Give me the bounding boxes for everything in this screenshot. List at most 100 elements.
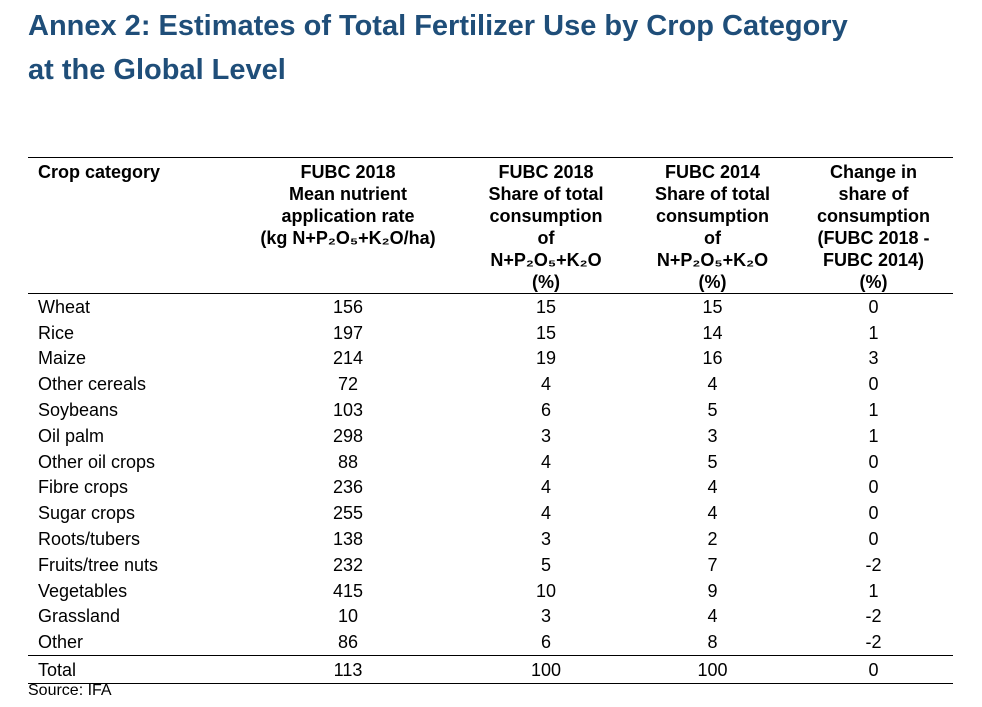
page-title: Annex 2: Estimates of Total Fertilizer U… — [28, 4, 958, 92]
cell-rate: 138 — [332, 529, 364, 550]
cell-share-2014: 5 — [707, 400, 718, 421]
cell-share-2018: 6 — [540, 632, 551, 653]
cell-rate: 197 — [332, 322, 364, 343]
cell-crop: Other — [38, 632, 84, 653]
cell-share-2018: 4 — [540, 374, 551, 395]
cell-crop: Other cereals — [38, 374, 147, 395]
cell-share-2018: 4 — [540, 451, 551, 472]
table-row: Other cereals 72 4 4 0 — [28, 371, 953, 397]
cell-share-2014: 8 — [707, 632, 718, 653]
table-row: Other 86 6 8 -2 — [28, 629, 953, 655]
cell-crop: Wheat — [38, 296, 91, 317]
table-row: Wheat 156 15 15 0 — [28, 294, 953, 320]
header-rate-2018: FUBC 2018 Mean nutrient application rate… — [235, 158, 461, 294]
cell-rate: 72 — [337, 374, 359, 395]
header-line: consumption — [656, 206, 769, 226]
table-row: Other oil crops 88 4 5 0 — [28, 449, 953, 475]
header-line: Share of total — [488, 184, 604, 204]
cell-share-2014: 5 — [707, 451, 718, 472]
cell-rate: 232 — [332, 554, 364, 575]
table-row: Rice 197 15 14 1 — [28, 320, 953, 346]
table-row: Oil palm 298 3 3 1 — [28, 423, 953, 449]
cell-share-2018: 4 — [540, 503, 551, 524]
table-header-row: Crop category FUBC 2018 Mean nutrient ap… — [28, 157, 953, 294]
cell-share-2018: 3 — [540, 425, 551, 446]
cell-crop: Oil palm — [38, 425, 105, 446]
cell-change: 0 — [868, 477, 879, 498]
cell-crop: Vegetables — [38, 580, 128, 601]
header-line: N+P₂O₅+K₂O — [656, 250, 769, 270]
cell-share-2018: 15 — [535, 322, 557, 343]
cell-share-2014: 14 — [702, 322, 723, 343]
cell-change: -2 — [865, 606, 882, 627]
cell-change: 1 — [868, 400, 879, 421]
cell-share-2018: 3 — [540, 529, 551, 550]
cell-crop: Grassland — [38, 606, 121, 627]
header-line: consumption — [817, 206, 930, 226]
cell-change: -2 — [865, 632, 882, 653]
header-line: Change in — [829, 162, 917, 182]
table-row: Soybeans 103 6 5 1 — [28, 397, 953, 423]
header-line: FUBC 2014) — [822, 250, 925, 270]
cell-rate: 415 — [332, 580, 364, 601]
cell-change: 0 — [868, 529, 879, 550]
cell-crop: Fruits/tree nuts — [38, 554, 159, 575]
cell-share-2014: 4 — [707, 503, 718, 524]
title-line-1: Annex 2: Estimates of Total Fertilizer U… — [28, 10, 848, 42]
cell-share-2014: 9 — [707, 580, 718, 601]
cell-change: 0 — [868, 296, 879, 317]
cell-share-2018: 5 — [540, 554, 551, 575]
cell-crop: Maize — [38, 348, 87, 369]
cell-share-2018: 19 — [535, 348, 557, 369]
cell-share-2014: 4 — [707, 374, 718, 395]
cell-share-2014: 4 — [707, 477, 718, 498]
header-change: Change in share of consumption (FUBC 201… — [794, 158, 953, 294]
cell-rate: 236 — [332, 477, 364, 498]
cell-change: 1 — [868, 425, 879, 446]
cell-share-2014: 7 — [707, 554, 718, 575]
header-line: N+P₂O₅+K₂O — [490, 250, 602, 270]
cell-change: 0 — [868, 503, 879, 524]
cell-crop: Roots/tubers — [38, 529, 141, 550]
header-line: application rate — [281, 206, 415, 226]
cell-share-2014: 16 — [702, 348, 723, 369]
header-line: (%) — [859, 272, 888, 292]
header-line: share of — [838, 184, 909, 204]
header-line: FUBC 2018 — [498, 162, 594, 182]
header-line: FUBC 2018 — [300, 162, 396, 182]
cell-crop: Rice — [38, 322, 75, 343]
cell-share-2014: 15 — [702, 296, 723, 317]
title-line-2: at the Global Level — [28, 54, 286, 86]
header-line: Mean nutrient — [288, 184, 407, 204]
cell-share-2018: 4 — [540, 477, 551, 498]
cell-rate: 298 — [332, 425, 364, 446]
cell-share-2014: 4 — [707, 606, 718, 627]
cell-rate: 255 — [332, 503, 364, 524]
table-row: Sugar crops 255 4 4 0 — [28, 500, 953, 526]
cell-share-2018: 100 — [530, 659, 562, 680]
source-note: Source: IFA — [28, 682, 112, 699]
cell-change: 0 — [868, 451, 879, 472]
cell-share-2018: 10 — [535, 580, 557, 601]
header-share-2018: FUBC 2018 Share of total consumption of … — [461, 158, 631, 294]
cell-share-2014: 2 — [707, 529, 718, 550]
cell-rate: 10 — [337, 606, 359, 627]
header-line: consumption — [489, 206, 603, 226]
header-line: (%) — [532, 272, 560, 292]
cell-share-2014: 3 — [707, 425, 718, 446]
cell-share-2018: 15 — [535, 296, 557, 317]
header-share-2014: FUBC 2014 Share of total consumption of … — [631, 158, 794, 294]
cell-change: 0 — [868, 374, 879, 395]
table-row: Fibre crops 236 4 4 0 — [28, 475, 953, 501]
cell-crop: Total — [38, 659, 77, 680]
table-total-row: Total 113 100 100 0 — [28, 655, 953, 684]
cell-crop: Fibre crops — [38, 477, 129, 498]
cell-change: 0 — [868, 659, 879, 680]
header-line: (FUBC 2018 - — [817, 228, 930, 248]
cell-crop: Other oil crops — [38, 451, 156, 472]
fertilizer-table: Crop category FUBC 2018 Mean nutrient ap… — [28, 157, 953, 684]
table-row: Maize 214 19 16 3 — [28, 346, 953, 372]
cell-rate: 86 — [337, 632, 359, 653]
header-line: Share of total — [654, 184, 770, 204]
header-line: (kg N+P₂O₅+K₂O/ha) — [260, 228, 436, 248]
